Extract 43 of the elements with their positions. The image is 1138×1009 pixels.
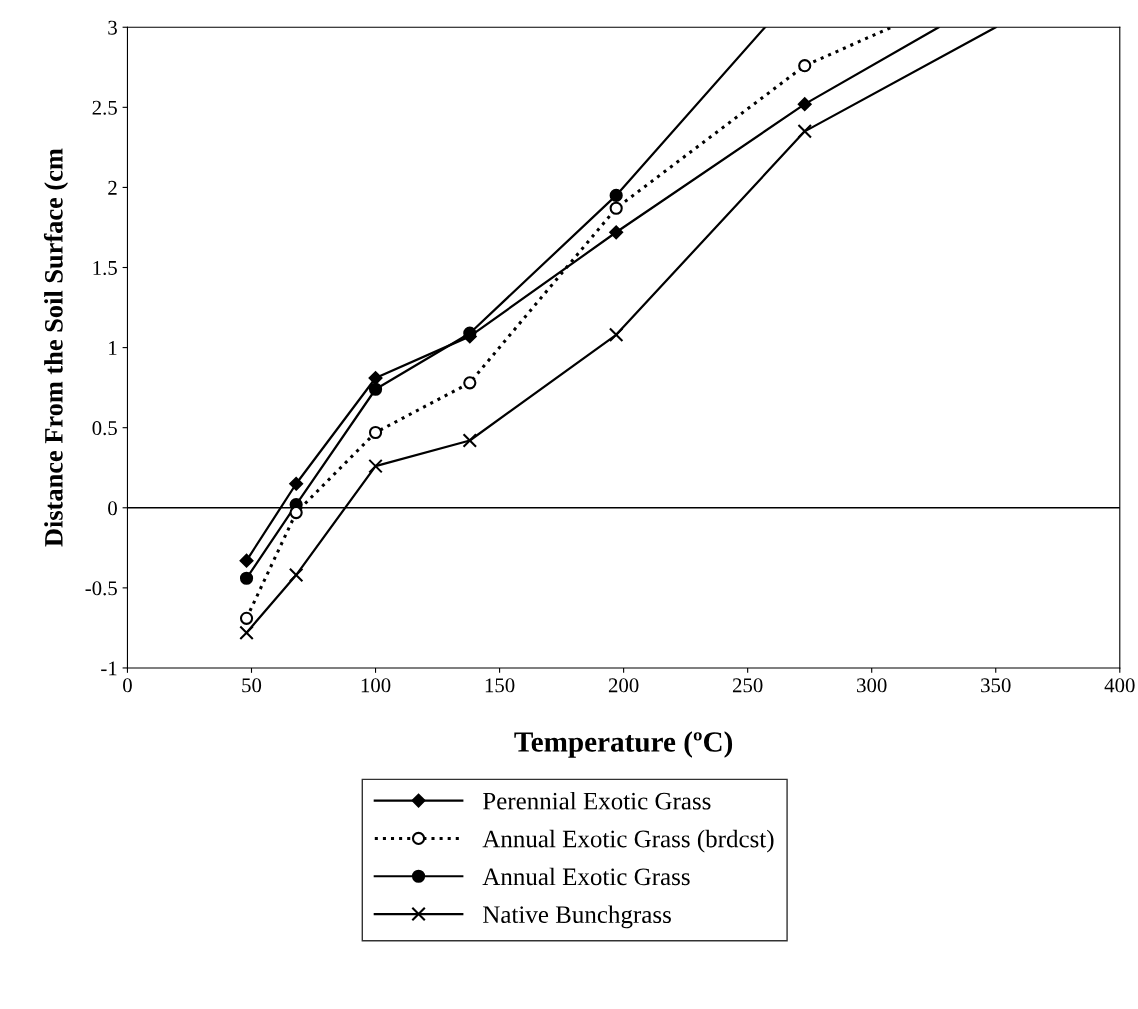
point [798, 59, 812, 73]
point [797, 124, 813, 139]
y-tick-label: 3 [108, 20, 117, 35]
legend-label: Annual Exotic Grass (brdcst) [482, 829, 774, 853]
x-tick-label: 0 [123, 678, 132, 693]
x-tick-label: 150 [485, 678, 515, 693]
point [609, 201, 623, 215]
point [368, 458, 383, 474]
x-tick-label: 50 [242, 678, 262, 693]
x-tick-label: 350 [981, 678, 1011, 693]
point [239, 611, 254, 625]
point [797, 97, 812, 112]
point [239, 553, 254, 568]
y-tick-label: 2 [108, 180, 117, 195]
point [609, 225, 624, 240]
x-tick-label: 100 [361, 678, 391, 693]
y-tick-label: 2.5 [92, 100, 117, 115]
point [463, 376, 477, 390]
legend-label: Annual Exotic Grass [482, 867, 690, 886]
y-tick-label: 0 [108, 501, 117, 516]
point [239, 625, 254, 641]
point [462, 433, 478, 448]
x-tick-label: 250 [732, 678, 763, 693]
point [368, 382, 383, 396]
point [368, 371, 383, 385]
y-tick-label: -0.5 [85, 581, 117, 596]
legend-label: Native Bunchgrass [483, 905, 671, 929]
x-tick-label: 400 [1104, 678, 1135, 693]
y-tick-label: 1.5 [93, 260, 117, 276]
point [609, 188, 623, 203]
point [289, 476, 304, 491]
y-tick-label: 0.5 [92, 421, 117, 436]
y-tick-label: 1 [109, 341, 117, 355]
point [288, 567, 304, 583]
y-axis-title: Distance From the Soil Surface (cm [43, 148, 69, 547]
x-tick-label: 300 [857, 678, 887, 693]
point [368, 425, 383, 440]
x-tick-label: 200 [608, 678, 639, 693]
point [608, 327, 624, 343]
x-axis-title: Temperature (ºC) [514, 731, 733, 758]
y-tick-label: -1 [101, 661, 117, 676]
point [239, 571, 254, 585]
legend-label: Perennial Exotic Grass [483, 791, 711, 810]
